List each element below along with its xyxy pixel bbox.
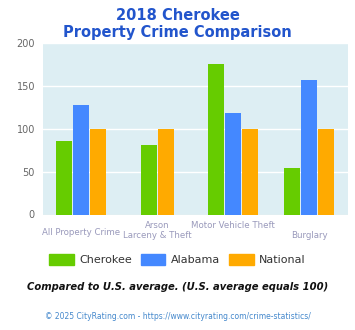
Bar <box>90 129 106 214</box>
Text: Compared to U.S. average. (U.S. average equals 100): Compared to U.S. average. (U.S. average … <box>27 282 328 292</box>
Bar <box>208 64 224 214</box>
Text: Property Crime Comparison: Property Crime Comparison <box>63 25 292 40</box>
Text: Motor Vehicle Theft: Motor Vehicle Theft <box>191 221 275 230</box>
Text: All Property Crime: All Property Crime <box>42 228 120 237</box>
Bar <box>56 141 72 214</box>
Bar <box>284 168 300 214</box>
Text: © 2025 CityRating.com - https://www.cityrating.com/crime-statistics/: © 2025 CityRating.com - https://www.city… <box>45 312 310 321</box>
Text: Burglary: Burglary <box>291 231 328 240</box>
Bar <box>158 129 174 214</box>
Text: Arson: Arson <box>145 221 170 230</box>
Bar <box>301 80 317 214</box>
Bar <box>141 145 157 214</box>
Legend: Cherokee, Alabama, National: Cherokee, Alabama, National <box>45 250 310 270</box>
Text: 2018 Cherokee: 2018 Cherokee <box>116 8 239 23</box>
Bar <box>318 129 334 214</box>
Text: Larceny & Theft: Larceny & Theft <box>123 231 192 240</box>
Bar <box>225 113 241 214</box>
Bar <box>73 105 89 214</box>
Bar <box>242 129 258 214</box>
